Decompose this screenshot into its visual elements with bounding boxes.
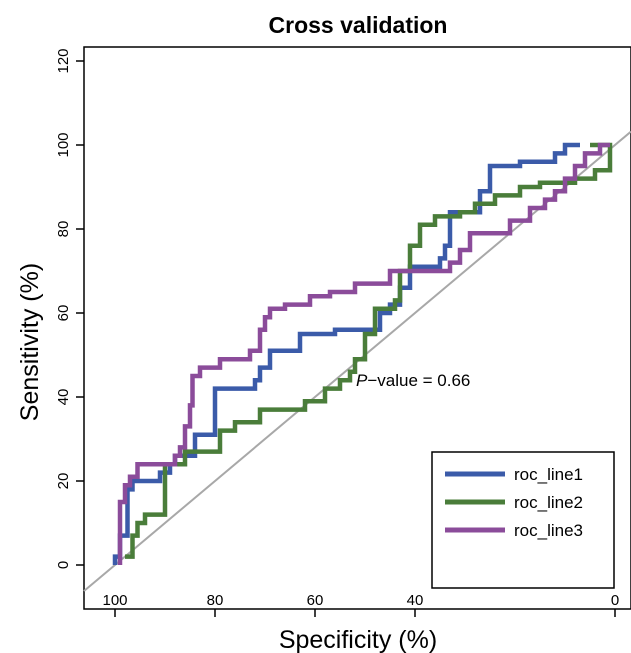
p-value-annotation: P−value = 0.66 [356, 371, 470, 390]
series-line-roc-line3 [117, 142, 610, 565]
legend-label-roc-line1: roc_line1 [514, 465, 583, 484]
y-axis: 0 20 40 60 80 100 120 [55, 48, 84, 569]
series-line-roc-line1 [112, 142, 580, 565]
legend: roc_line1 roc_line2 roc_line3 [431, 451, 615, 589]
plot-frame [83, 46, 631, 610]
x-tick-label: 0 [611, 592, 619, 609]
y-tick-label: 80 [55, 221, 72, 238]
x-axis: 100 80 60 40 0 [102, 592, 619, 617]
legend-label-roc-line3: roc_line3 [514, 521, 583, 540]
y-axis-title: Sensitivity (%) [16, 263, 44, 421]
x-axis-title: Specificity (%) [279, 626, 437, 653]
plot-area [83, 46, 631, 610]
y-tick-label: 0 [55, 561, 72, 569]
series-line-roc-line2 [125, 142, 613, 559]
legend-label-roc-line2: roc_line2 [514, 493, 583, 512]
x-tick-label: 40 [407, 592, 424, 609]
y-tick-label: 60 [55, 305, 72, 322]
p-value-text: −value = 0.66 [367, 371, 470, 390]
y-tick-label: 120 [55, 48, 72, 73]
chart-title: Cross validation [269, 12, 448, 38]
x-tick-label: 60 [307, 592, 324, 609]
y-tick-label: 100 [55, 132, 72, 157]
y-tick-label: 20 [55, 473, 72, 490]
x-tick-label: 80 [207, 592, 224, 609]
x-tick-label: 100 [102, 592, 127, 609]
p-value-italic-p: P [356, 371, 368, 390]
series-layer [112, 142, 613, 565]
y-tick-label: 40 [55, 389, 72, 406]
